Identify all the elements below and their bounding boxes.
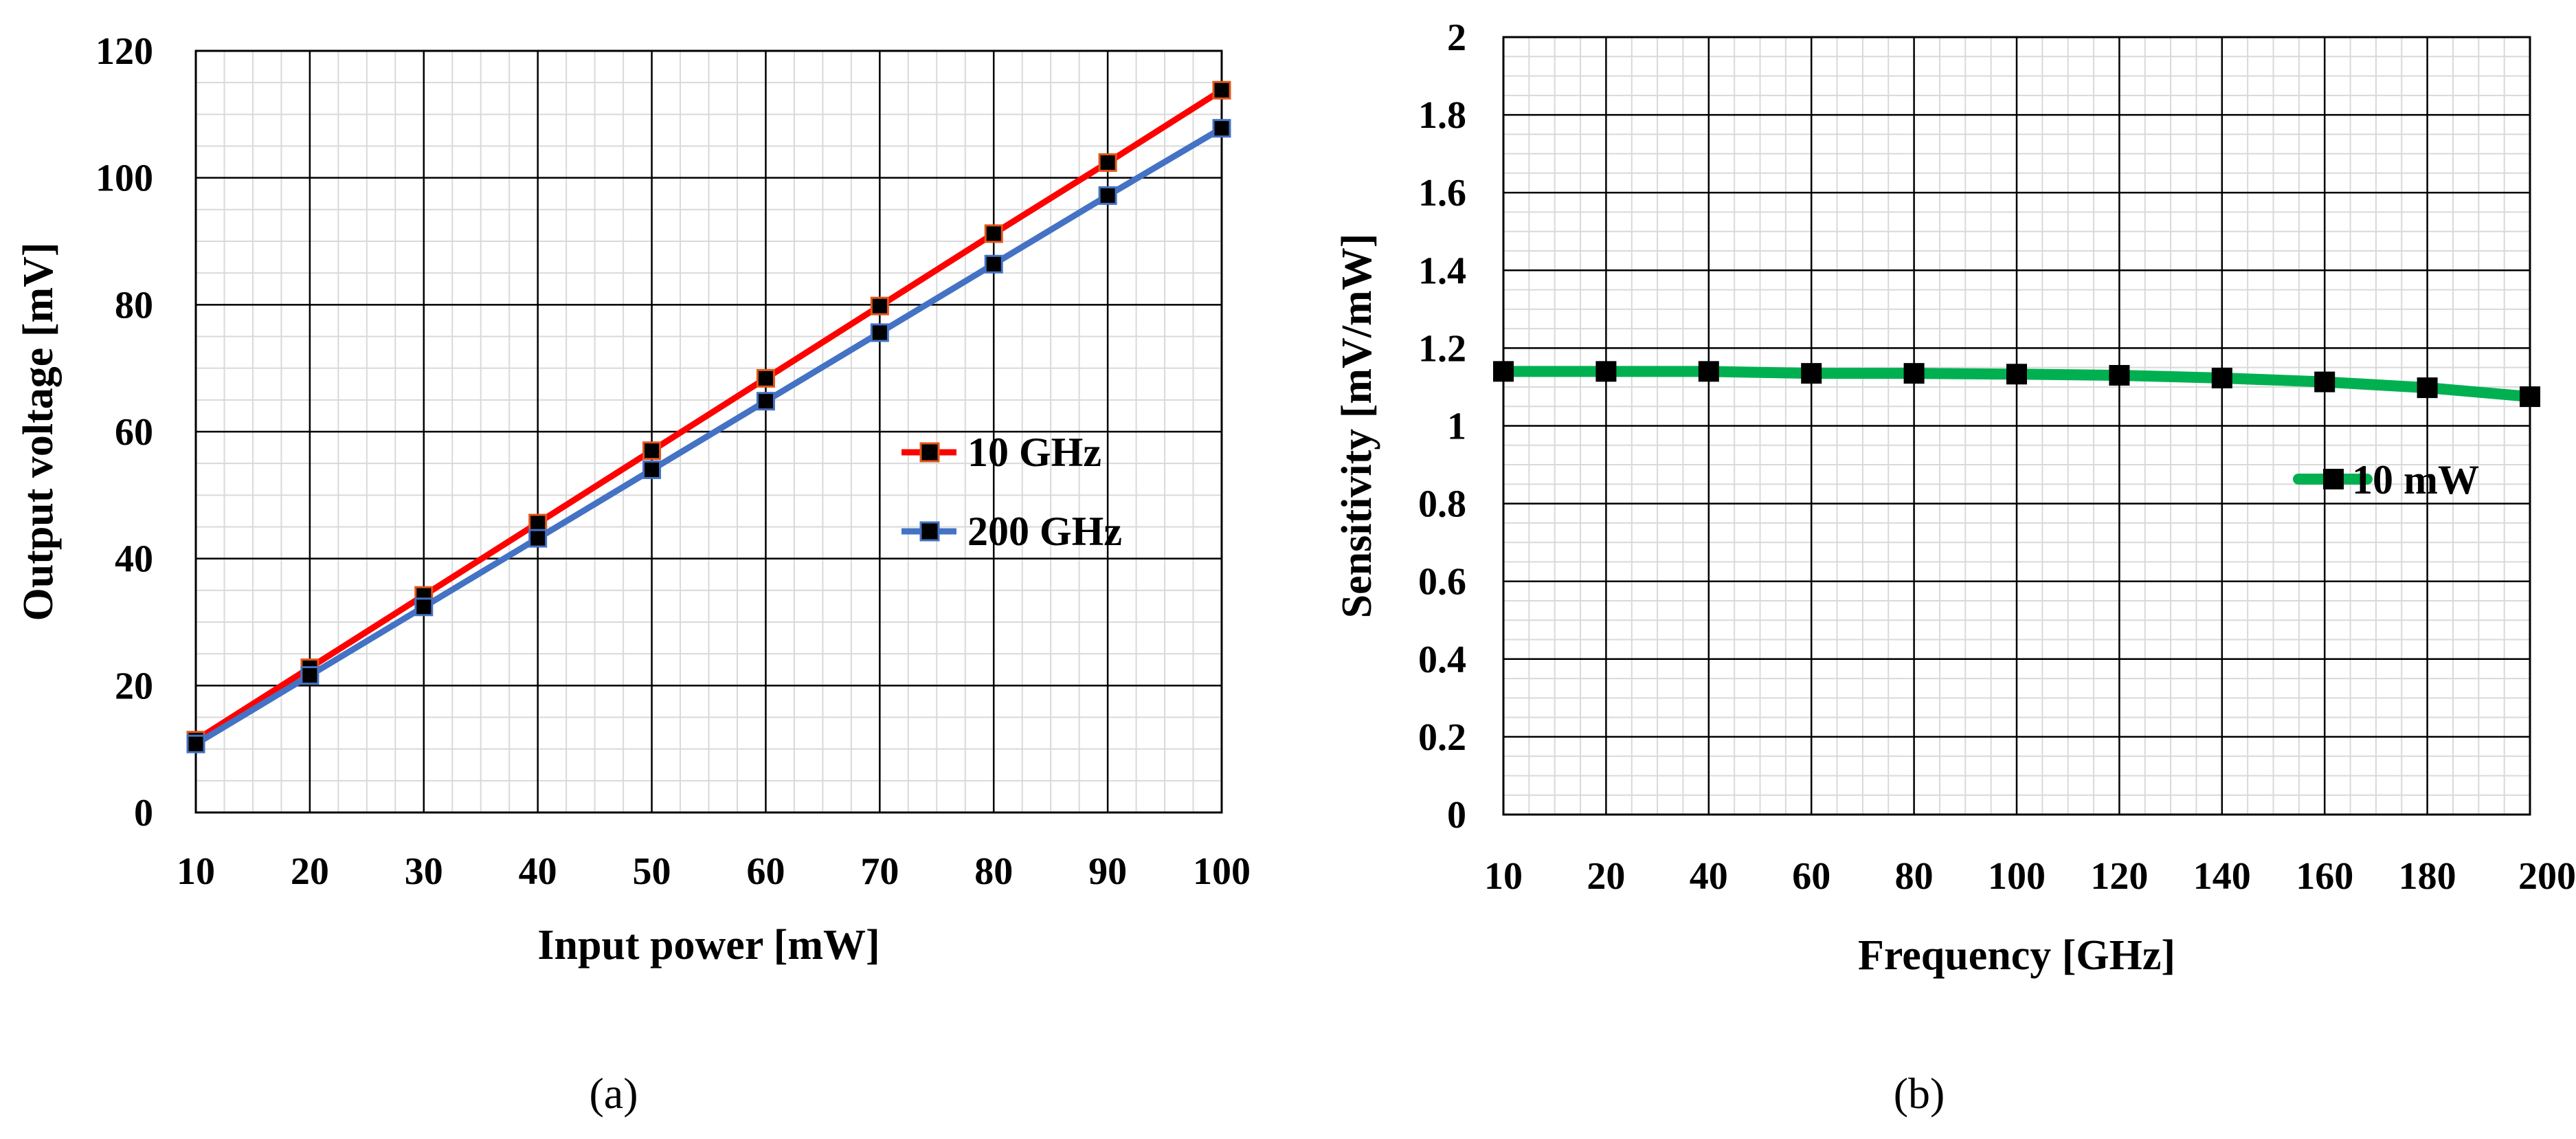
data-point-10ghz — [756, 368, 775, 388]
chart-b-y-tick-label: 0 — [1447, 794, 1466, 837]
chart-a-x-tick-label: 30 — [405, 850, 443, 893]
data-point-10ghz — [984, 224, 1003, 243]
chart-a-y-tick-label: 20 — [115, 665, 153, 707]
chart-a-x-tick-label: 100 — [1193, 850, 1251, 893]
chart-b-y-tick-label: 1.8 — [1418, 94, 1466, 137]
chart-b-y-tick-label: 0.8 — [1418, 483, 1466, 526]
data-point-10ghz — [1212, 80, 1231, 100]
data-point-200ghz — [1098, 186, 1117, 206]
data-point-10mw — [2520, 386, 2540, 408]
data-point-200ghz — [414, 597, 434, 617]
chart-a-y-tick-label: 100 — [96, 157, 153, 200]
chart-a-x-tick-label: 90 — [1088, 850, 1127, 893]
chart-b-y-tick-label: 0.6 — [1418, 561, 1466, 604]
chart-b-legend: 10 mW — [2293, 457, 2479, 502]
chart-a-series — [186, 80, 1231, 753]
data-point-200ghz — [756, 392, 775, 411]
legend-label-10ghz: 10 GHz — [967, 430, 1101, 475]
legend-marker-200ghz — [919, 521, 940, 542]
data-point-10mw — [1801, 363, 1822, 384]
chart-a-x-tick-label: 70 — [860, 850, 899, 893]
chart-b-x-tick-label: 100 — [1988, 855, 2046, 898]
chart-a-caption: (a) — [589, 1069, 638, 1118]
data-point-10mw — [2109, 364, 2130, 386]
chart-a-y-tick-label: 120 — [96, 30, 153, 73]
data-point-10mw — [1698, 361, 1719, 382]
data-point-10ghz — [642, 441, 662, 461]
legend-marker-10mw — [2323, 469, 2344, 489]
legend-marker-10ghz — [919, 442, 940, 463]
chart-b-y-ticks: 0 0.2 0.4 0.6 0.8 1 1.2 1.4 1.6 1.8 2 — [1418, 16, 1466, 837]
data-point-10ghz — [528, 513, 548, 533]
chart-b-y-tick-label: 1.4 — [1418, 250, 1466, 292]
chart-b-y-tick-label: 1 — [1447, 406, 1466, 448]
chart-b-caption: (b) — [1894, 1069, 1945, 1118]
legend-label-10mw: 10 mW — [2352, 457, 2479, 502]
chart-a-x-tick-label: 60 — [746, 850, 785, 893]
chart-b-y-tick-label: 2 — [1447, 16, 1466, 59]
chart-a-x-tick-label: 80 — [974, 850, 1013, 893]
chart-a-x-axis-label: Input power [mW] — [537, 922, 880, 969]
chart-b-y-tick-label: 0.4 — [1418, 639, 1466, 681]
chart-b-y-tick-label: 1.2 — [1418, 327, 1466, 370]
chart-b-y-tick-label: 1.6 — [1418, 172, 1466, 214]
chart-b-x-tick-label: 20 — [1587, 855, 1625, 898]
data-point-10mw — [2211, 367, 2232, 388]
chart-a: 0 20 40 60 80 100 120 10 20 30 40 50 60 70 80 90 100 Ou… — [15, 30, 1251, 1118]
chart-b-x-tick-label: 180 — [2399, 855, 2456, 898]
chart-b-y-tick-label: 0.2 — [1418, 716, 1466, 759]
data-point-200ghz — [870, 323, 889, 342]
chart-a-y-tick-label: 40 — [115, 538, 153, 581]
chart-b-x-tick-label: 10 — [1484, 855, 1523, 898]
chart-a-x-tick-label: 40 — [519, 850, 557, 893]
chart-b-x-tick-label: 140 — [2193, 855, 2251, 898]
data-point-200ghz — [1212, 119, 1231, 138]
chart-a-x-tick-label: 20 — [291, 850, 329, 893]
chart-b-x-tick-label: 120 — [2090, 855, 2148, 898]
data-point-200ghz — [984, 254, 1003, 274]
legend-label-200ghz: 200 GHz — [967, 509, 1122, 554]
chart-a-y-ticks: 0 20 40 60 80 100 120 — [96, 30, 153, 834]
chart-b-series — [1493, 361, 2540, 408]
chart-b-x-tick-label: 40 — [1690, 855, 1728, 898]
data-point-10mw — [2314, 371, 2336, 392]
data-point-10mw — [1903, 363, 1925, 384]
chart-b-x-tick-label: 200 — [2518, 855, 2576, 898]
chart-b-x-tick-label: 60 — [1792, 855, 1830, 898]
chart-a-plot-frame — [194, 49, 1223, 814]
chart-b-x-axis-label: Frequency [GHz] — [1858, 932, 2175, 979]
data-point-10mw — [2417, 377, 2438, 399]
data-point-200ghz — [642, 460, 662, 479]
chart-b-x-tick-label: 80 — [1895, 855, 1934, 898]
series-line-200ghz — [194, 125, 1224, 747]
chart-b-x-tick-label: 160 — [2296, 855, 2353, 898]
chart-b-y-axis-label: Sensitivity [mV/mW] — [1334, 234, 1380, 619]
chart-b-plot-frame — [1502, 36, 2531, 816]
chart-a-legend: 10 GHz 200 GHz — [901, 430, 1122, 554]
data-point-10mw — [1493, 361, 1514, 382]
data-point-200ghz — [300, 666, 320, 685]
series-line-10ghz — [194, 87, 1224, 743]
chart-a-x-tick-label: 50 — [633, 850, 671, 893]
data-point-10mw — [1595, 361, 1617, 382]
data-point-10ghz — [1098, 153, 1117, 173]
data-point-10ghz — [870, 296, 889, 316]
data-point-200ghz — [186, 734, 205, 753]
data-point-200ghz — [528, 529, 548, 548]
chart-a-y-axis-label: Output voltage [mV] — [15, 242, 62, 621]
chart-a-x-tick-label: 10 — [177, 850, 215, 893]
data-point-10mw — [2006, 364, 2027, 385]
chart-a-y-tick-label: 0 — [134, 792, 153, 834]
chart-a-x-ticks: 10 20 30 40 50 60 70 80 90 100 — [177, 850, 1251, 893]
chart-b-x-ticks: 10 20 40 60 80 100 120 140 160 180 200 — [1484, 855, 2576, 898]
chart-a-y-tick-label: 60 — [115, 411, 153, 454]
chart-b: 00.20.40.60.811.21.41.61.82 10 20 40 60 80 10… — [1334, 16, 2576, 1118]
chart-a-y-tick-label: 80 — [115, 284, 153, 327]
